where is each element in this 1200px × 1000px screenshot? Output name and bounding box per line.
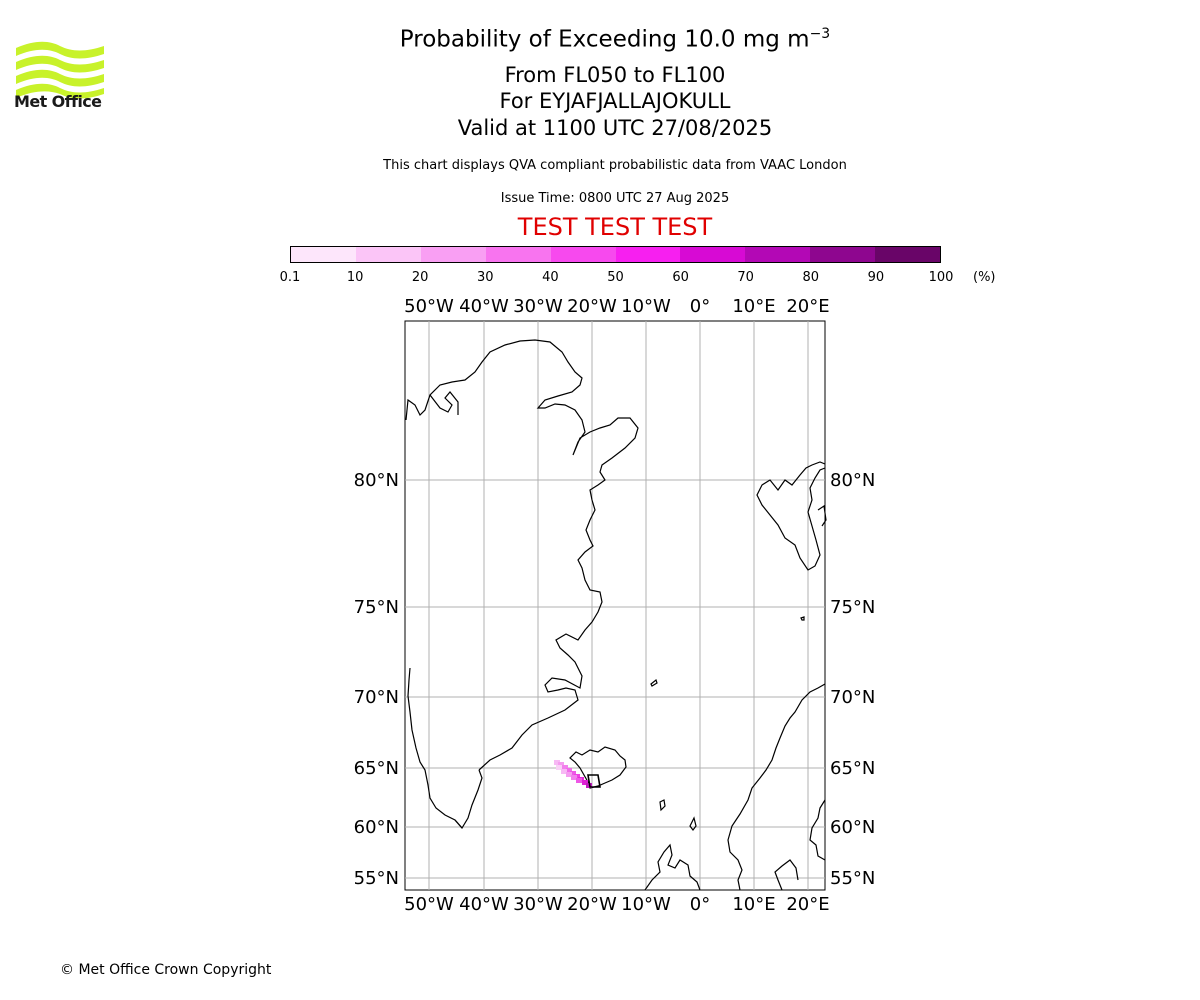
greenland-fjord-sw (429, 391, 459, 415)
title-prefix: Probability of Exceeding 10.0 mg m (399, 26, 810, 53)
latitude-label: 60°N (354, 817, 399, 838)
longitude-label: 40°W (459, 894, 509, 915)
plume-cell (576, 778, 582, 783)
longitude-labels-bottom: 50°W 40°W 30°W 20°W 10°W 0° 10°E 20°E (404, 894, 829, 915)
latitude-labels-left: 80°N 75°N 70°N 65°N 60°N 55°N (354, 470, 399, 889)
colorbar-tick-label: 80 (802, 270, 820, 285)
longitude-label: 30°W (513, 296, 563, 317)
graticule (405, 321, 825, 890)
logo-text: Met Office (14, 92, 102, 111)
latitude-labels-right: 80°N 75°N 70°N 65°N 60°N 55°N (830, 470, 875, 889)
longitude-label: 10°E (732, 894, 775, 915)
colorbar-tick-label: 40 (542, 270, 559, 285)
plume-cell (562, 765, 568, 770)
source-line: This chart displays QVA compliant probab… (383, 158, 847, 173)
latitude-label: 65°N (354, 758, 399, 779)
colorbar-tick-label: 0.1 (279, 270, 301, 285)
met-office-logo (16, 41, 104, 99)
volcano-line: For EYJAFJALLAJOKULL (499, 89, 731, 113)
test-banner: TEST TEST TEST (517, 213, 713, 241)
latitude-label: 55°N (830, 868, 875, 889)
scandinavia-inner (809, 799, 826, 861)
colorbar-tick-label: 20 (411, 270, 429, 285)
colorbar-segment (615, 247, 681, 262)
latitude-label: 75°N (354, 597, 399, 618)
colorbar (290, 246, 941, 263)
valid-time-line: Valid at 1100 UTC 27/08/2025 (457, 116, 773, 140)
plume-cell (561, 769, 567, 774)
chart-title: Probability of Exceeding 10.0 mg m−3 (15, 26, 1200, 53)
svalbard-coast (756, 461, 826, 571)
longitude-label: 50°W (404, 296, 454, 317)
plume-cell (566, 772, 572, 777)
longitude-label: 20°W (567, 296, 617, 317)
longitude-label: 20°E (786, 894, 829, 915)
plume-cell (570, 771, 576, 776)
colorbar-unit: (%) (973, 270, 996, 285)
longitude-label: 10°W (621, 894, 671, 915)
issue-time-line: Issue Time: 0800 UTC 27 Aug 2025 (500, 191, 730, 206)
colorbar-segment (355, 247, 421, 262)
longitude-labels-top: 50°W 40°W 30°W 20°W 10°W 0° 10°E 20°E (404, 296, 829, 317)
plume-cell (558, 762, 564, 767)
faroe-coast (659, 799, 666, 812)
scandinavia-coast (727, 683, 826, 891)
coastlines (405, 339, 827, 891)
source-region-outline (587, 774, 601, 788)
title-exponent: −3 (809, 26, 831, 42)
colorbar-tick-label: 10 (346, 270, 364, 285)
baltic-coast (774, 859, 799, 891)
shetland-coast (689, 816, 697, 831)
longitude-label: 30°W (513, 894, 563, 915)
latitude-label: 70°N (354, 687, 399, 708)
latitude-label: 75°N (830, 597, 875, 618)
colorbar-segment (745, 247, 811, 262)
colorbar-tick-label: 60 (672, 270, 689, 285)
greenland-south-coast (454, 769, 483, 830)
latitude-label: 70°N (830, 687, 875, 708)
map: 50°W 40°W 30°W 20°W 10°W 0° 10°E 20°E 50°W 40°W 3… (354, 296, 876, 915)
jan-mayen-coast (650, 678, 658, 687)
longitude-label: 10°E (732, 296, 775, 317)
plume-cell (566, 768, 572, 773)
colorbar-tick-label: 90 (867, 270, 885, 285)
longitude-label: 0° (690, 296, 710, 317)
colorbar-segment (291, 247, 356, 262)
plume-cell (571, 775, 577, 780)
flight-level-line: From FL050 to FL100 (504, 63, 726, 87)
colorbar-segment (550, 247, 616, 262)
iceland-coast (569, 746, 627, 789)
greenland-coast (405, 339, 639, 829)
latitude-label: 60°N (830, 817, 875, 838)
plume-cell (582, 780, 588, 785)
copyright: © Met Office Crown Copyright (60, 962, 272, 978)
longitude-label: 10°W (621, 296, 671, 317)
colorbar-segment (485, 247, 551, 262)
latitude-label: 55°N (354, 868, 399, 889)
colorbar-tick-label: 70 (737, 270, 754, 285)
colorbar-tick-label: 50 (607, 270, 624, 285)
map-frame (404, 320, 826, 891)
uk-coast (644, 843, 701, 891)
colorbar-segment (420, 247, 486, 262)
plume-cell (556, 765, 562, 770)
bear-island-coast (800, 616, 805, 621)
latitude-label: 80°N (354, 470, 399, 491)
svalbard-east (817, 504, 827, 527)
longitude-label: 40°W (459, 296, 509, 317)
plume-cell (554, 760, 560, 765)
colorbar-segment (875, 247, 941, 262)
longitude-label: 20°E (786, 296, 829, 317)
colorbar-tick-label: 30 (477, 270, 494, 285)
longitude-label: 50°W (404, 894, 454, 915)
latitude-label: 80°N (830, 470, 875, 491)
colorbar-segment (810, 247, 876, 262)
colorbar-tick-label: 100 (928, 270, 954, 285)
colorbar-segment (680, 247, 746, 262)
longitude-label: 0° (690, 894, 710, 915)
latitude-label: 65°N (830, 758, 875, 779)
longitude-label: 20°W (567, 894, 617, 915)
